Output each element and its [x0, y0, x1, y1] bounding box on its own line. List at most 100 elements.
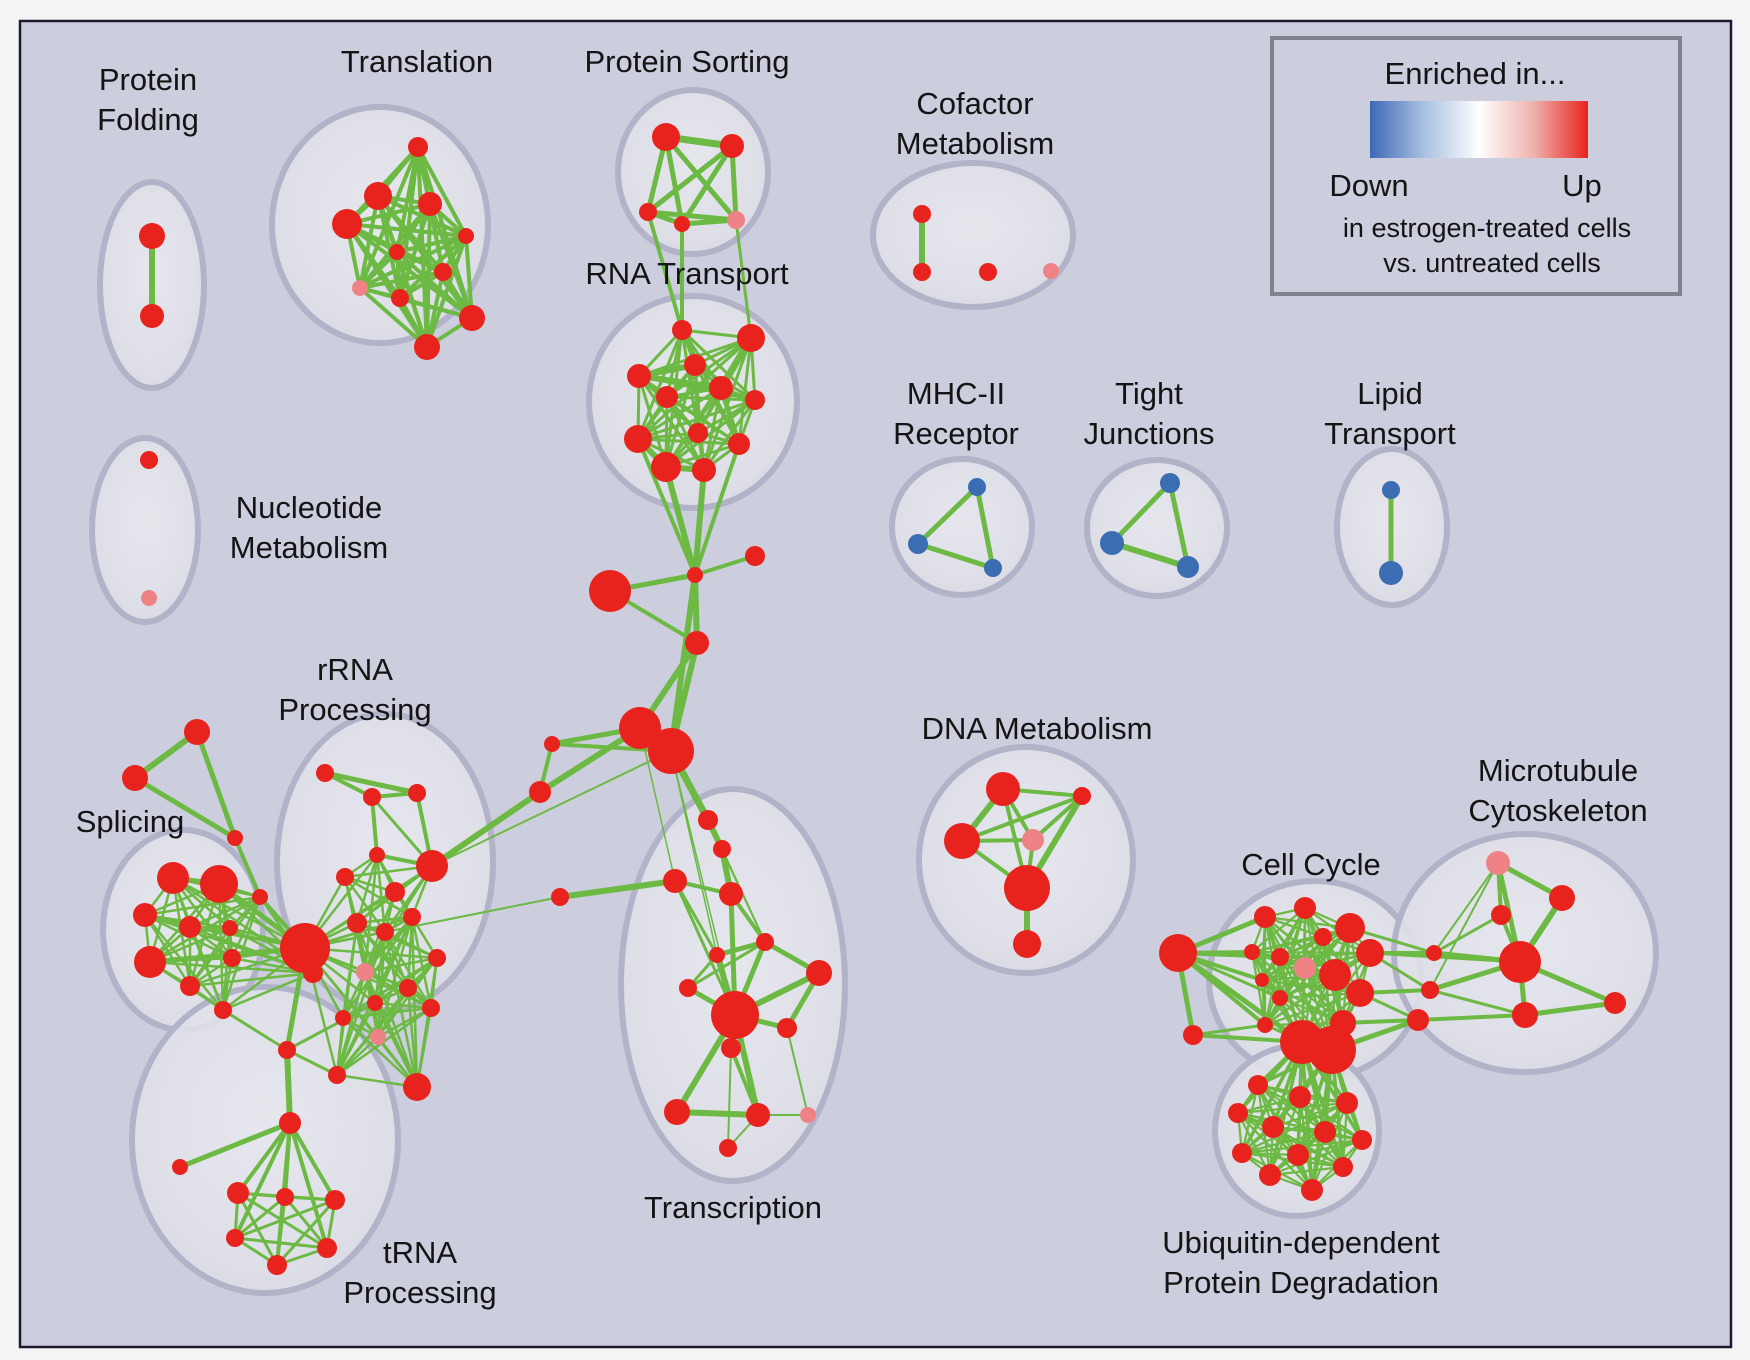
edge	[665, 336, 753, 399]
node-rb4	[367, 995, 383, 1011]
node-t6	[389, 244, 405, 260]
node-rb5	[422, 999, 440, 1017]
edge	[358, 286, 429, 349]
edge	[960, 794, 1084, 843]
edge	[727, 1047, 732, 1149]
edge	[363, 970, 419, 1089]
node-cl1	[544, 736, 560, 752]
edge	[686, 940, 767, 990]
cluster-label-rrna-processing: rRNA Processing	[278, 652, 431, 727]
edge	[663, 134, 685, 227]
cluster-label-microtubule-cytoskeleton: Microtubule Cytoskeleton	[1468, 753, 1647, 828]
node-p2	[720, 134, 744, 158]
node-rm5	[403, 908, 421, 926]
node-d5	[1004, 865, 1050, 911]
cluster-labels: Protein Folding Translation Protein Sorting…	[76, 44, 1648, 1310]
node-rtop3	[408, 784, 426, 802]
node-u10	[1333, 1157, 1353, 1177]
node-rb1	[376, 923, 394, 941]
node-d6	[1013, 930, 1041, 958]
node-u9	[1287, 1144, 1309, 1166]
cluster-label-protein-folding: Protein Folding	[97, 62, 199, 137]
node-rbp2	[370, 1029, 386, 1045]
edge	[383, 930, 419, 1089]
node-cbig	[589, 570, 631, 612]
node-rt12	[692, 458, 716, 482]
edge	[416, 145, 468, 238]
edge	[1263, 991, 1362, 1027]
node-c3	[685, 631, 709, 655]
node-rt3	[684, 354, 706, 376]
edge	[1240, 1130, 1327, 1155]
cluster-label-mhc-ii-receptor: MHC-II Receptor	[893, 376, 1019, 451]
edge	[734, 218, 753, 340]
node-mtc2	[1421, 981, 1439, 999]
node-pf2	[140, 304, 164, 328]
node-tnh	[279, 1112, 301, 1134]
edge	[188, 925, 225, 1012]
cluster-label-translation: Translation	[341, 44, 493, 79]
node-rt5	[709, 376, 733, 400]
node-tx7	[709, 947, 725, 963]
node-u3	[1336, 1092, 1358, 1114]
edge	[188, 971, 315, 988]
cluster-ellipse-mhc-ii-receptor	[889, 456, 1035, 598]
edge	[358, 250, 399, 290]
edge	[692, 467, 707, 578]
node-cf1	[913, 205, 931, 223]
edge	[1260, 978, 1362, 995]
legend: Enriched in... Down Up in estrogen-treated …	[1270, 36, 1682, 296]
node-spC	[227, 830, 243, 846]
node-s10	[223, 949, 241, 967]
cluster-label-cell-cycle: Cell Cycle	[1241, 847, 1381, 882]
node-s11	[214, 1001, 232, 1019]
edge	[637, 374, 668, 469]
node-s6	[134, 946, 166, 978]
edge	[665, 395, 757, 402]
node-lp1	[1382, 481, 1400, 499]
edge	[236, 1121, 292, 1195]
node-txL	[551, 888, 569, 906]
node-m1	[968, 478, 986, 496]
node-c2	[745, 546, 765, 566]
node-mtc3	[1407, 1009, 1429, 1031]
edge	[335, 1016, 345, 1077]
edge	[1428, 988, 1527, 1017]
edge	[915, 541, 996, 571]
node-t2	[364, 182, 392, 210]
node-rm1	[369, 847, 385, 863]
node-cc3	[1314, 928, 1332, 946]
cluster-label-rna-transport: RNA Transport	[585, 256, 789, 291]
node-pf1	[139, 223, 165, 249]
edge	[637, 374, 706, 472]
edge	[1250, 906, 1307, 954]
edge	[680, 328, 757, 402]
edge	[285, 1048, 339, 1077]
cluster-ellipse-tight-junctions	[1084, 457, 1230, 599]
node-spN	[252, 889, 268, 905]
edge	[373, 1001, 433, 1010]
edge	[358, 270, 445, 290]
edge	[636, 437, 741, 446]
cluster-label-transcription: Transcription	[644, 1190, 822, 1225]
edge	[679, 217, 739, 227]
edge	[341, 915, 414, 1020]
edge	[729, 143, 739, 223]
node-mt1	[1549, 885, 1575, 911]
edge	[636, 398, 757, 441]
node-cc5	[1356, 939, 1384, 967]
edge	[343, 875, 414, 919]
edge	[679, 143, 735, 227]
node-mtc1	[1426, 945, 1442, 961]
legend-box	[1270, 36, 1682, 296]
edge	[1109, 480, 1173, 546]
node-mt3	[1604, 992, 1626, 1014]
node-s7	[180, 976, 200, 996]
node-rt7	[745, 390, 765, 410]
node-d2	[1073, 787, 1091, 805]
node-rb7	[328, 1066, 346, 1084]
node-s1	[157, 862, 189, 894]
node-m2	[908, 534, 928, 554]
edge	[285, 1001, 377, 1052]
